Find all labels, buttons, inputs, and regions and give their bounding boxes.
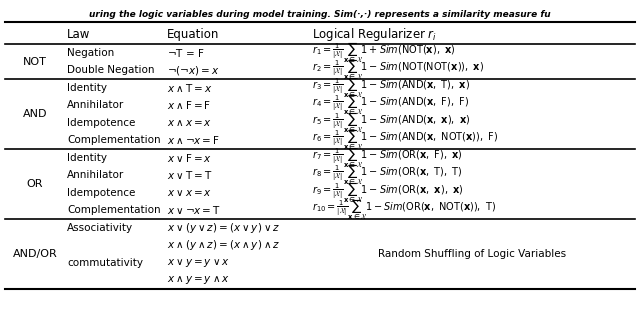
Text: $x \vee (y \vee z) = (x \vee y) \vee z$: $x \vee (y \vee z) = (x \vee y) \vee z$ — [167, 221, 280, 235]
Text: commutativity: commutativity — [67, 258, 143, 268]
Text: AND/OR: AND/OR — [13, 249, 58, 259]
Text: Identity: Identity — [67, 153, 107, 163]
Text: $x \vee \mathrm{T} = \mathrm{T}$: $x \vee \mathrm{T} = \mathrm{T}$ — [167, 169, 212, 181]
Text: $x \wedge (y \wedge z) = (x \wedge y) \wedge z$: $x \wedge (y \wedge z) = (x \wedge y) \w… — [167, 238, 280, 252]
Text: uring the logic variables during model training. Sim(·,·) represents a similarit: uring the logic variables during model t… — [89, 9, 551, 18]
Text: Identity: Identity — [67, 83, 107, 93]
Text: $x \vee x = x$: $x \vee x = x$ — [167, 188, 212, 198]
Text: $x \wedge x = x$: $x \wedge x = x$ — [167, 118, 212, 128]
Text: Random Shuffling of Logic Variables: Random Shuffling of Logic Variables — [378, 249, 566, 259]
Text: $r_{10} = \frac{1}{|\mathcal{X}|}\sum_{\mathbf{x}\in\mathcal{X}} 1 - Sim(\mathrm: $r_{10} = \frac{1}{|\mathcal{X}|}\sum_{\… — [312, 198, 496, 222]
Text: $r_2 = \frac{1}{|\mathcal{X}|}\sum_{\mathbf{x}\in\mathcal{X}} 1 - Sim(\mathrm{NO: $r_2 = \frac{1}{|\mathcal{X}|}\sum_{\mat… — [312, 58, 484, 82]
Text: $x \vee y = y \vee x$: $x \vee y = y \vee x$ — [167, 257, 230, 269]
Text: Idempotence: Idempotence — [67, 118, 136, 128]
Text: $r_1 = \frac{1}{|\mathcal{X}|}\sum_{\mathbf{x}\in\mathcal{X}} 1 + Sim(\mathrm{NO: $r_1 = \frac{1}{|\mathcal{X}|}\sum_{\mat… — [312, 41, 456, 65]
Text: $x \wedge y = y \wedge x$: $x \wedge y = y \wedge x$ — [167, 274, 230, 286]
Text: $r_3 = \frac{1}{|\mathcal{X}|}\sum_{\mathbf{x}\in\mathcal{X}} 1 - Sim(\mathrm{AN: $r_3 = \frac{1}{|\mathcal{X}|}\sum_{\mat… — [312, 75, 470, 100]
Text: Double Negation: Double Negation — [67, 65, 154, 75]
Text: Law: Law — [67, 27, 90, 40]
Text: Idempotence: Idempotence — [67, 188, 136, 198]
Text: Annihilator: Annihilator — [67, 170, 124, 180]
Text: $r_9 = \frac{1}{|\mathcal{X}|}\sum_{\mathbf{x}\in\mathcal{X}} 1 - Sim(\mathrm{OR: $r_9 = \frac{1}{|\mathcal{X}|}\sum_{\mat… — [312, 181, 463, 205]
Text: $x \wedge \mathrm{F} = \mathrm{F}$: $x \wedge \mathrm{F} = \mathrm{F}$ — [167, 99, 211, 111]
Text: $x \vee \neg x = \mathrm{T}$: $x \vee \neg x = \mathrm{T}$ — [167, 204, 221, 216]
Text: $r_4 = \frac{1}{|\mathcal{X}|}\sum_{\mathbf{x}\in\mathcal{X}} 1 - Sim(\mathrm{AN: $r_4 = \frac{1}{|\mathcal{X}|}\sum_{\mat… — [312, 93, 469, 117]
Text: $r_7 = \frac{1}{|\mathcal{X}|}\sum_{\mathbf{x}\in\mathcal{X}} 1 - Sim(\mathrm{OR: $r_7 = \frac{1}{|\mathcal{X}|}\sum_{\mat… — [312, 146, 463, 170]
Text: $\neg(\neg x) = x$: $\neg(\neg x) = x$ — [167, 64, 220, 77]
Text: $r_8 = \frac{1}{|\mathcal{X}|}\sum_{\mathbf{x}\in\mathcal{X}} 1 - Sim(\mathrm{OR: $r_8 = \frac{1}{|\mathcal{X}|}\sum_{\mat… — [312, 163, 463, 187]
Text: Logical Regularizer $r_i$: Logical Regularizer $r_i$ — [312, 25, 437, 42]
Text: AND: AND — [23, 109, 47, 119]
Text: Complementation: Complementation — [67, 205, 161, 215]
Text: $r_5 = \frac{1}{|\mathcal{X}|}\sum_{\mathbf{x}\in\mathcal{X}} 1 - Sim(\mathrm{AN: $r_5 = \frac{1}{|\mathcal{X}|}\sum_{\mat… — [312, 111, 470, 135]
Text: Complementation: Complementation — [67, 135, 161, 145]
Text: Associativity: Associativity — [67, 223, 133, 233]
Text: $r_6 = \frac{1}{|\mathcal{X}|}\sum_{\mathbf{x}\in\mathcal{X}} 1 - Sim(\mathrm{AN: $r_6 = \frac{1}{|\mathcal{X}|}\sum_{\mat… — [312, 128, 498, 152]
Text: OR: OR — [27, 179, 44, 189]
Text: NOT: NOT — [23, 56, 47, 66]
Text: $x \wedge \neg x = \mathrm{F}$: $x \wedge \neg x = \mathrm{F}$ — [167, 134, 220, 146]
Text: $x \wedge \mathrm{T} = x$: $x \wedge \mathrm{T} = x$ — [167, 82, 212, 94]
Text: $x \vee \mathrm{F} = x$: $x \vee \mathrm{F} = x$ — [167, 152, 212, 164]
Text: Annihilator: Annihilator — [67, 100, 124, 110]
Text: Negation: Negation — [67, 48, 115, 58]
Text: Equation: Equation — [167, 27, 220, 40]
Text: $\neg$T = F: $\neg$T = F — [167, 47, 205, 59]
